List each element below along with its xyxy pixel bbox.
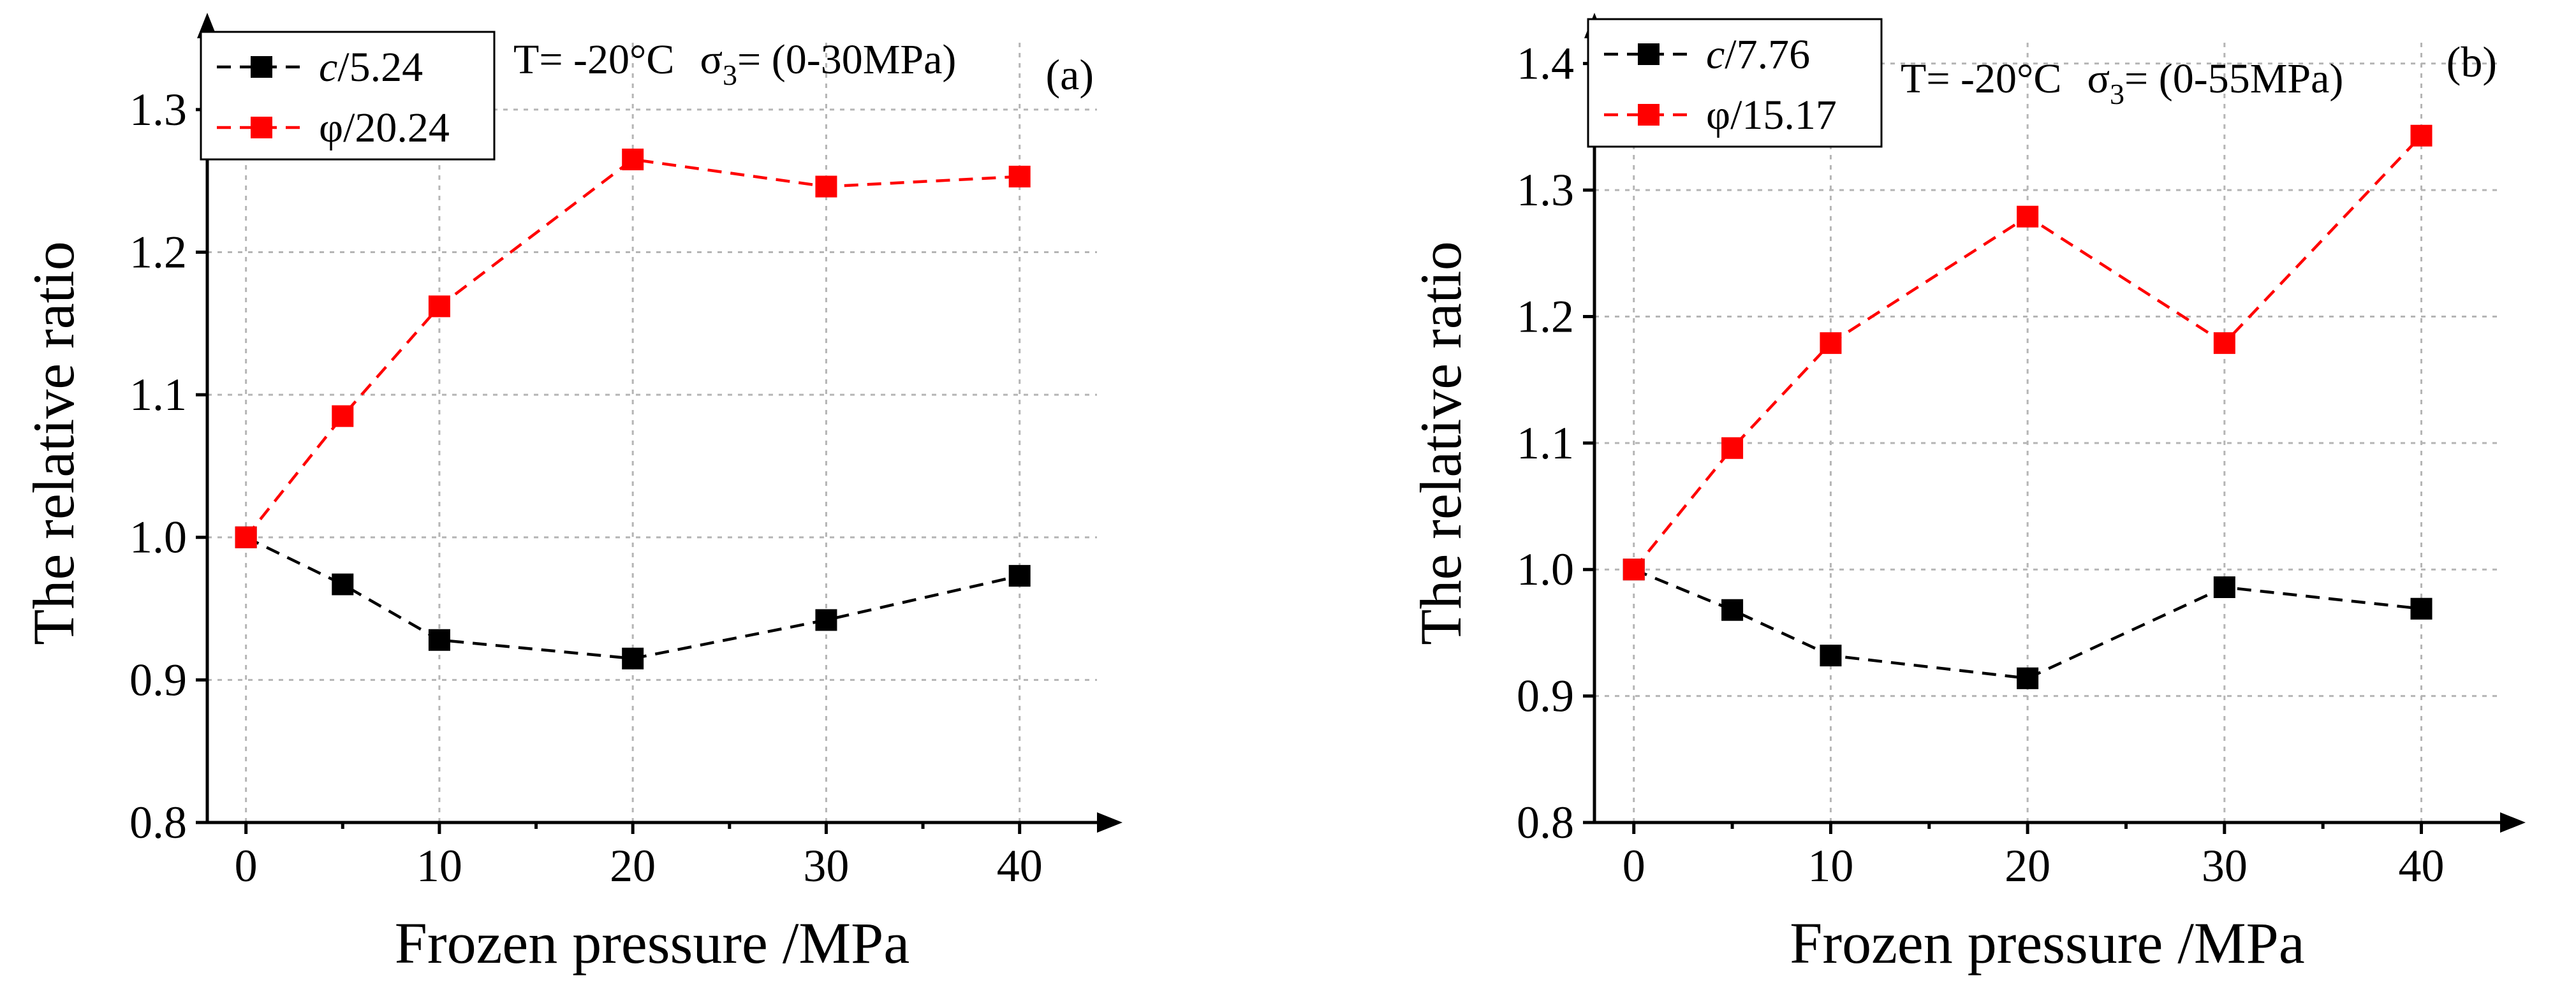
panel-label: (a)	[1046, 50, 1094, 99]
data-point	[622, 149, 644, 171]
data-point	[815, 609, 837, 631]
data-point	[428, 629, 450, 651]
data-point	[1008, 165, 1031, 187]
x-axis-arrow	[2500, 812, 2526, 833]
data-point	[235, 526, 257, 548]
y-tick-label: 1.1	[1517, 418, 1574, 469]
series-phi	[235, 149, 1031, 548]
y-tick-label: 0.9	[129, 654, 187, 705]
legend-label: φ/15.17	[1706, 92, 1837, 138]
legend-value: /7.76	[1725, 31, 1810, 78]
data-point	[2213, 576, 2235, 598]
legend-value: /15.17	[1730, 92, 1837, 138]
data-point	[1721, 599, 1744, 621]
legend-symbol: c	[1706, 31, 1725, 78]
condition-annotation: T= -20°C σ3= (0-55MPa)	[1901, 55, 2343, 110]
x-tick-label: 40	[997, 840, 1043, 891]
data-point	[815, 175, 837, 198]
legend: c/5.24 φ/20.24	[200, 31, 496, 161]
annot-sigma-range: = (0-55MPa)	[2124, 55, 2343, 102]
y-tick-label: 1.2	[1517, 291, 1574, 342]
x-axis-arrow	[1097, 812, 1122, 833]
x-tick-label: 0	[1623, 840, 1645, 891]
x-tick-label: 10	[416, 840, 462, 891]
x-tick-label: 30	[803, 840, 849, 891]
data-point	[332, 405, 354, 427]
annot-temperature: T= -20°C	[1901, 55, 2061, 102]
legend-label: c/5.24	[319, 44, 423, 91]
legend-box	[1587, 18, 1883, 148]
annot-sigma-sub: 3	[723, 59, 737, 91]
x-tick-label: 20	[2005, 840, 2050, 891]
y-tick-label: 1.3	[129, 84, 187, 135]
legend-marker	[251, 117, 272, 138]
y-axis-title: The relative ratio	[21, 241, 86, 645]
x-tick-label: 40	[2399, 840, 2445, 891]
legend-marker	[251, 56, 272, 78]
data-point	[1623, 559, 1645, 581]
x-axis-title: Frozen pressure /MPa	[395, 910, 909, 976]
legend-symbol: φ	[1706, 92, 1730, 138]
legend-label: c/7.76	[1706, 31, 1810, 78]
data-point	[1008, 565, 1031, 587]
y-tick-label: 1.0	[1517, 544, 1574, 595]
data-point	[428, 295, 450, 318]
legend-symbol: c	[319, 44, 337, 91]
y-tick-label: 1.0	[129, 512, 187, 563]
legend-marker	[1638, 43, 1660, 65]
annot-sigma-range: = (0-30MPa)	[737, 36, 956, 83]
chart-panel-b: 0 10 20 30 40 0.8 0.9 1.0 1.1 1.2 1.3 1.4 Frozen pre…	[1408, 13, 2526, 976]
legend: c/7.76 φ/15.17	[1587, 18, 1883, 148]
y-tick-label: 0.8	[129, 797, 187, 848]
y-tick-label: 1.2	[129, 226, 187, 277]
panel-label: (b)	[2447, 38, 2497, 86]
legend-value: /20.24	[343, 105, 450, 151]
legend-label: φ/20.24	[319, 105, 450, 151]
series-line	[1632, 135, 2423, 571]
y-tick-label: 0.9	[1517, 671, 1574, 722]
x-axis-title: Frozen pressure /MPa	[1790, 910, 2304, 976]
legend-symbol: φ	[319, 105, 343, 151]
series-line	[245, 536, 1020, 661]
annot-temperature: T= -20°C	[513, 36, 674, 83]
chart-panel-a: 0 10 20 30 40 0.8 0.9 1.0 1.1 1.2 1.3 Frozen pressu…	[21, 13, 1122, 976]
x-tick-label: 30	[2202, 840, 2248, 891]
legend-value: /5.24	[337, 44, 423, 91]
y-tick-label: 1.3	[1517, 164, 1574, 216]
series-phi	[1623, 124, 2432, 581]
y-tick-label: 1.4	[1517, 38, 1574, 89]
data-point	[1721, 437, 1744, 459]
annot-sigma: σ	[2087, 55, 2110, 102]
data-point	[2017, 205, 2039, 228]
series-c	[1623, 559, 2432, 689]
y-axis-title: The relative ratio	[1408, 241, 1473, 645]
x-tick-label: 20	[610, 840, 656, 891]
data-point	[622, 647, 644, 669]
condition-annotation: T= -20°C σ3= (0-30MPa)	[513, 36, 956, 91]
x-tick-label: 0	[235, 840, 258, 891]
legend-box	[200, 31, 496, 161]
y-tick-label: 1.1	[129, 369, 187, 420]
annot-sigma: σ	[700, 36, 723, 83]
series-line	[244, 157, 1020, 539]
data-point	[2213, 332, 2235, 355]
data-point	[2410, 124, 2432, 147]
annot-sigma-sub: 3	[2110, 78, 2124, 110]
data-point	[2410, 597, 2432, 620]
y-tick-label: 0.8	[1517, 797, 1574, 848]
data-point	[2017, 667, 2039, 689]
data-point	[1820, 645, 1842, 667]
data-point	[332, 573, 354, 596]
legend-marker	[1638, 104, 1660, 126]
x-tick-label: 10	[1807, 840, 1853, 891]
data-point	[1820, 332, 1842, 355]
